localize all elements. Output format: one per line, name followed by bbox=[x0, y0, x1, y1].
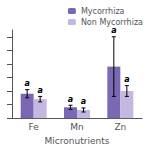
svg-text:a: a bbox=[37, 86, 42, 95]
svg-text:a: a bbox=[24, 79, 29, 88]
svg-text:Mn: Mn bbox=[70, 122, 83, 132]
svg-text:Fe: Fe bbox=[29, 122, 40, 132]
svg-text:a: a bbox=[111, 26, 116, 35]
svg-text:a: a bbox=[68, 95, 73, 104]
svg-text:a: a bbox=[81, 97, 86, 106]
svg-text:a: a bbox=[124, 75, 129, 84]
svg-text:Zn: Zn bbox=[114, 122, 126, 132]
svg-text:Micronutrients: Micronutrients bbox=[45, 136, 110, 146]
svg-text:Mycorrhiza: Mycorrhiza bbox=[81, 7, 125, 16]
svg-text:Non Mycorrhiza: Non Mycorrhiza bbox=[81, 18, 143, 27]
